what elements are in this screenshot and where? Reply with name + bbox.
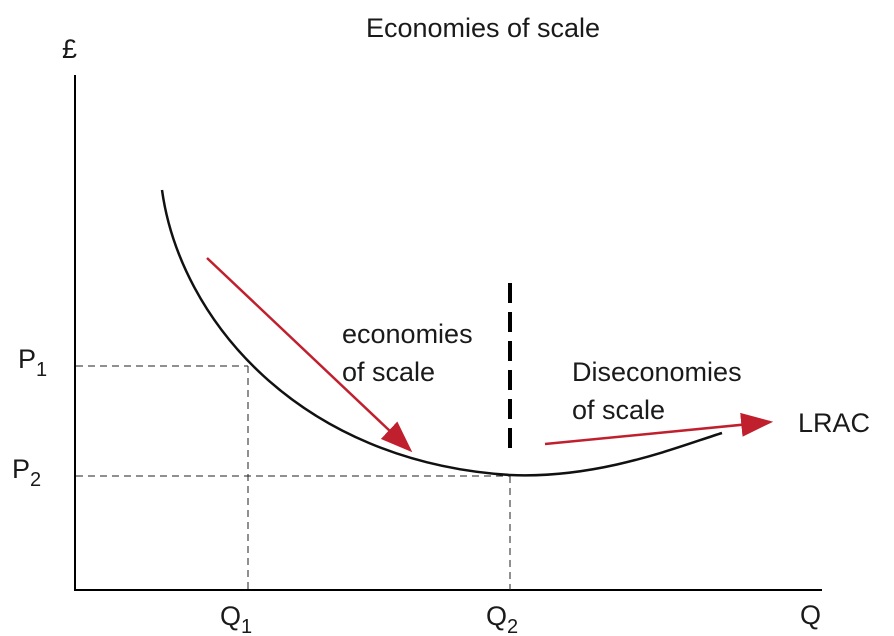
x-axis-label: Q	[800, 600, 821, 630]
economies-text: economies	[342, 319, 473, 349]
p2-label: P2	[12, 454, 41, 491]
lrac-label: LRAC	[798, 408, 870, 438]
diseconomies-arrow	[544, 412, 774, 446]
title: Economies of scale	[366, 13, 600, 43]
lrac-curve	[160, 189, 723, 477]
diseconomies-text: Diseconomies	[572, 357, 742, 387]
economies-arrow	[206, 257, 413, 453]
economies-text: of scale	[342, 357, 435, 387]
q2-label: Q2	[486, 601, 518, 636]
q1-label: Q1	[220, 601, 252, 636]
p1-label: P1	[18, 344, 47, 381]
diseconomies-text: of scale	[572, 395, 665, 425]
guides	[76, 365, 511, 590]
y-axis-label: £	[62, 34, 77, 64]
